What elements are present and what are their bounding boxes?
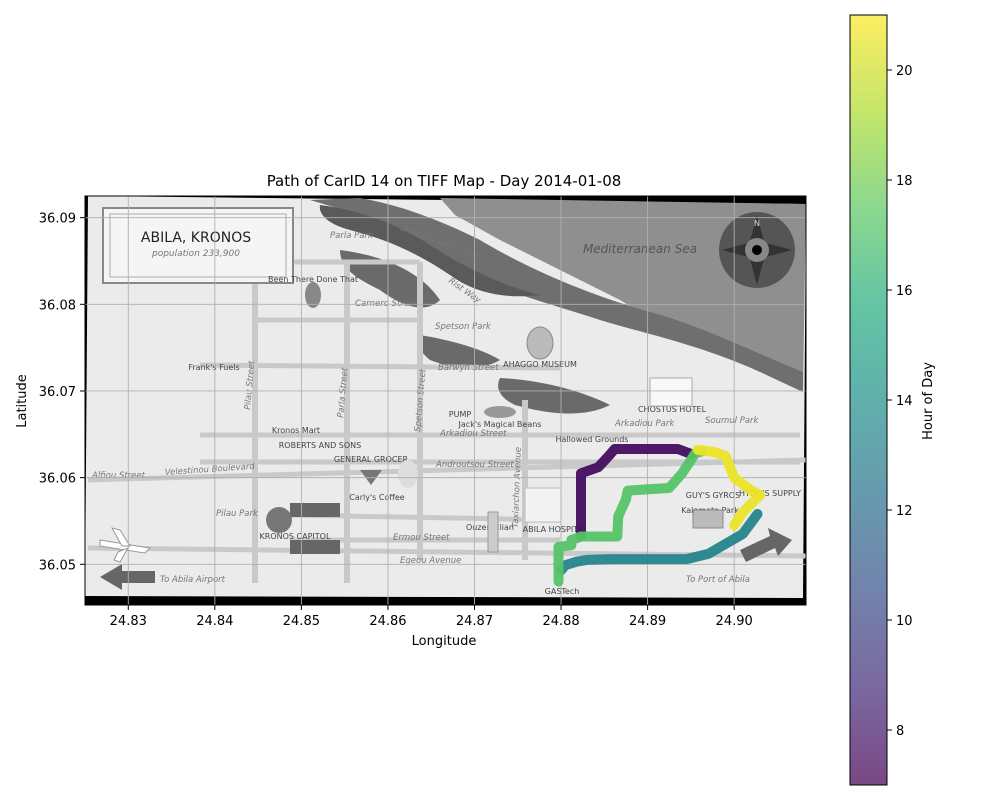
y-axis: 36.05 36.06 36.07 36.08 36.09 — [39, 212, 85, 573]
map-population: population 233,900 — [151, 249, 240, 259]
colorbar-tick-label: 8 — [896, 724, 904, 739]
map-label-spetson-park: Spetson Park — [435, 322, 492, 332]
map-drop-shape — [398, 460, 418, 488]
map-coastline — [310, 198, 803, 392]
car-path — [553, 444, 766, 587]
map-golf-course — [319, 205, 540, 297]
y-tick-label: 36.08 — [39, 298, 76, 313]
map-capitol-shape — [266, 507, 292, 533]
map-place-jacks-beans: Jack's Magical Beans — [458, 420, 542, 429]
map-label-ermou-street: Ermou Street — [393, 533, 450, 543]
map-place-guys-gyros: GUY'S GYROS — [686, 491, 740, 500]
map-hospital-shape — [524, 487, 562, 523]
map-label-airport: To Abila Airport — [160, 575, 226, 585]
map-label-arkadiou-street: Arkadiou Street — [439, 429, 507, 439]
map-lake-2 — [418, 335, 500, 368]
map-label-parla-street: Parla Street — [336, 367, 350, 418]
colorbar-tick-label: 12 — [896, 504, 913, 519]
map-place-hotel: CHOSTUS HOTEL — [638, 405, 707, 414]
colorbar-title: Hour of Day — [921, 362, 936, 440]
map-park-block — [290, 503, 340, 517]
path-segment — [692, 444, 766, 531]
map-label-pilau-park: Pilau Park — [216, 509, 259, 519]
x-tick-label: 24.88 — [542, 614, 579, 629]
map-place-capitol: KRONOS CAPITOL — [260, 532, 331, 541]
map-label-alfiou-street: Alfiou Street — [91, 471, 146, 481]
map-place-roberts: ROBERTS AND SONS — [279, 441, 361, 450]
map-label-barwyn-street: Barwyn Street — [438, 363, 499, 373]
colorbar-tick-label: 16 — [896, 284, 913, 299]
x-axis-title: Longitude — [412, 634, 477, 649]
colorbar-axis: 8 10 12 14 16 18 20 — [887, 64, 913, 739]
x-tick-label: 24.85 — [283, 614, 320, 629]
colorbar — [850, 15, 887, 785]
map-place-carlys-coffee: Carly's Coffee — [349, 493, 405, 502]
map-hotel-shape — [649, 377, 693, 407]
map-place-been-there: Been There Done That — [268, 275, 358, 284]
airplane-icon — [99, 527, 152, 563]
map-roads-vertical — [252, 262, 528, 583]
map-label-egeou-avenue: Egeou Avenue — [400, 556, 461, 566]
map-image: ABILA, KRONOS population 233,900 Mediter… — [85, 196, 806, 605]
map-place-hydos: HYDO'S SUPPLY — [739, 489, 801, 498]
x-tick-label: 24.86 — [369, 614, 406, 629]
colorbar-tick-label: 20 — [896, 64, 913, 79]
map-place-hallowed-grounds: Hallowed Grounds — [556, 435, 629, 444]
map-beans-shape — [484, 406, 516, 418]
map-place-general-grocer: GENERAL GROCER — [334, 455, 409, 464]
map-bottle-shape — [487, 511, 499, 553]
map-kalamata-shape — [692, 509, 724, 529]
map-title-box — [102, 207, 294, 284]
map-place-pump: PUMP — [449, 410, 472, 419]
y-tick-label: 36.06 — [39, 472, 76, 487]
y-tick-label: 36.05 — [39, 558, 76, 573]
colorbar-tick-label: 14 — [896, 394, 913, 409]
x-tick-label: 24.83 — [110, 614, 147, 629]
map-arrow-airport-icon — [100, 564, 155, 590]
x-tick-label: 24.90 — [716, 614, 753, 629]
path-segment — [576, 444, 697, 541]
y-tick-label: 36.07 — [39, 385, 76, 400]
map-label-port: To Port of Abila — [686, 575, 750, 585]
x-axis: 24.83 24.84 24.85 24.86 24.87 24.88 24.89 24.90 — [110, 605, 753, 629]
map-museum-shape — [526, 326, 554, 360]
map-place-hospital: ABILA HOSPITAL — [523, 525, 588, 534]
map-place-kronos-mart: Kronos Mart — [272, 426, 320, 435]
grid — [85, 196, 806, 605]
path-segment — [553, 446, 707, 587]
svg-text:N: N — [754, 219, 760, 228]
colorbar-tick-label: 18 — [896, 174, 913, 189]
y-tick-label: 36.09 — [39, 212, 76, 227]
x-tick-label: 24.87 — [456, 614, 493, 629]
map-sea-label: Mediterranean Sea — [583, 242, 697, 256]
map-label-taxiarchon: Taxiarchon Avenue — [511, 447, 524, 528]
x-tick-label: 24.84 — [196, 614, 233, 629]
map-been-there-shape — [305, 282, 321, 308]
axes-frame — [84, 195, 807, 606]
path-segment — [556, 509, 763, 576]
map-place-franks-fuels: Frank's Fuels — [188, 363, 239, 372]
compass-icon: N — [719, 212, 795, 288]
map-park-block-2 — [290, 540, 340, 554]
map-place-gastech: GASTech — [545, 587, 580, 596]
map-place-museum: AHAGGO MUSEUM — [503, 360, 577, 369]
map-label-parla-park: Parla Park — [330, 231, 374, 241]
x-tick-label: 24.89 — [629, 614, 666, 629]
colorbar-tick-label: 10 — [896, 614, 913, 629]
map-label-pilau-street: Pilau Street — [243, 360, 257, 411]
map-label-arkadiou-park: Arkadiou Park — [614, 419, 675, 429]
map-title: ABILA, KRONOS — [141, 230, 251, 246]
map-label-soumul-park: Soumul Park — [705, 416, 760, 426]
y-axis-title: Latitude — [15, 374, 30, 428]
map-arrow-port-icon — [740, 528, 792, 562]
chart-title: Path of CarID 14 on TIFF Map - Day 2014-… — [267, 172, 622, 190]
